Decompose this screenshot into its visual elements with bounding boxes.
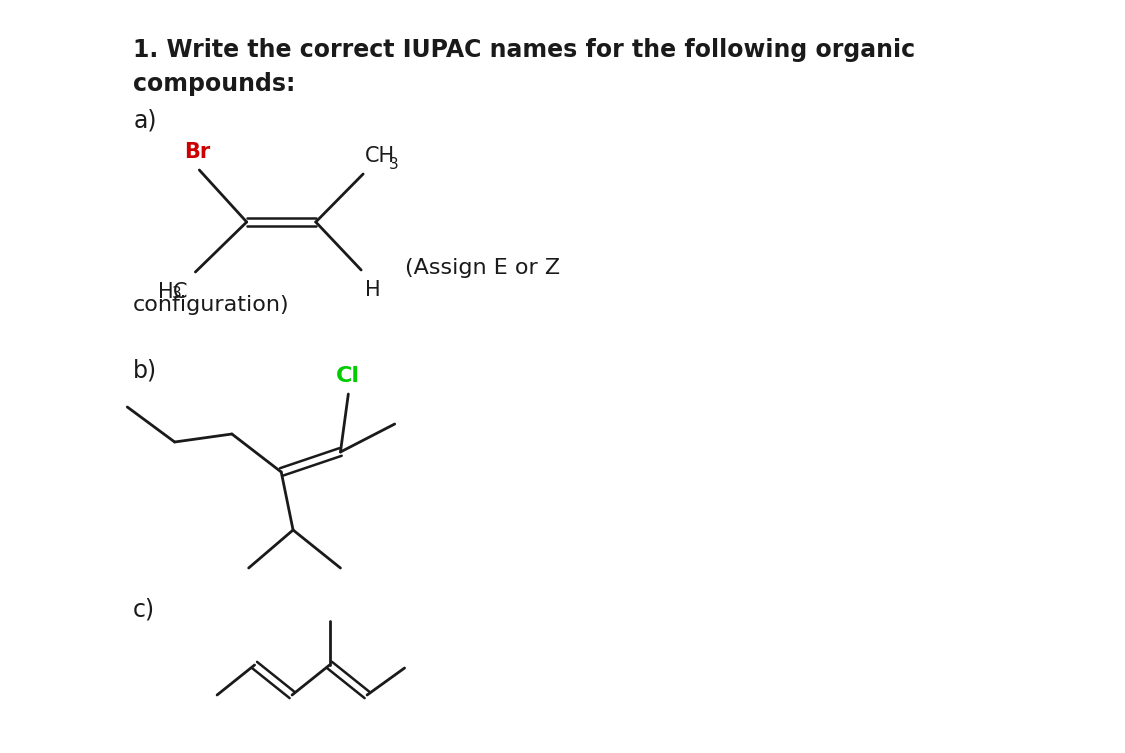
Text: H: H [158,282,173,302]
Text: CH: CH [366,146,395,166]
Text: Br: Br [184,142,210,162]
Text: (Assign E or Z: (Assign E or Z [405,258,560,278]
Text: configuration): configuration) [133,295,290,315]
Text: b): b) [133,358,158,382]
Text: C: C [173,282,188,302]
Text: 3: 3 [389,157,398,172]
Text: a): a) [133,108,156,132]
Text: 3: 3 [172,286,181,301]
Text: c): c) [133,598,155,622]
Text: H: H [366,280,380,300]
Text: compounds:: compounds: [133,72,296,96]
Text: 1. Write the correct IUPAC names for the following organic: 1. Write the correct IUPAC names for the… [133,38,916,62]
Text: Cl: Cl [336,366,360,386]
